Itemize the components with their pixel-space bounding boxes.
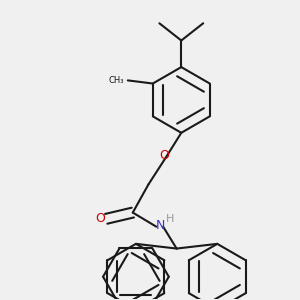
- Text: H: H: [166, 214, 175, 224]
- Text: O: O: [159, 149, 169, 162]
- Text: CH₃: CH₃: [109, 76, 124, 85]
- Text: O: O: [96, 212, 106, 225]
- Text: N: N: [155, 219, 165, 232]
